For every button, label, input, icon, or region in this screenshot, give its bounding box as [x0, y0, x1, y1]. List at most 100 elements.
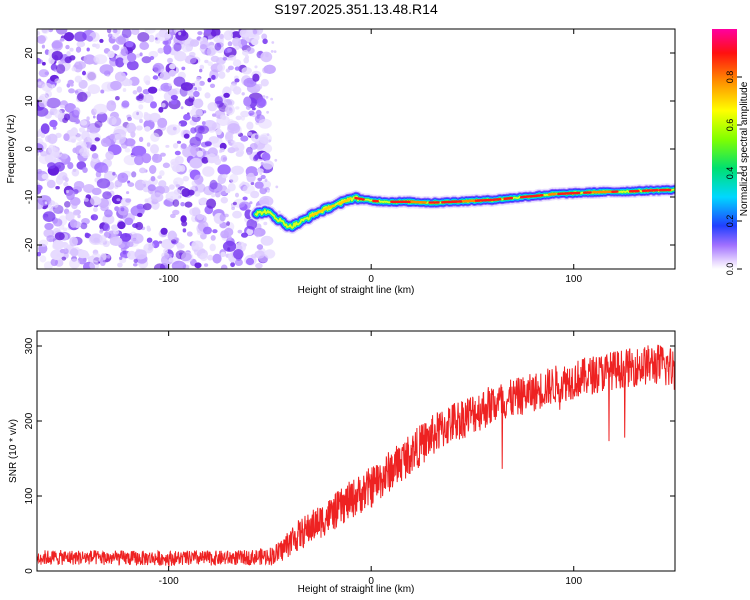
noise-blob — [93, 103, 108, 115]
noise-blob — [181, 251, 194, 263]
noise-blob — [253, 228, 262, 237]
noise-blob — [204, 92, 211, 99]
noise-blob — [174, 150, 181, 156]
noise-blob — [147, 86, 158, 94]
noise-blob — [137, 212, 143, 218]
noise-blob — [270, 97, 273, 101]
noise-blob — [153, 64, 161, 72]
noise-blob — [123, 154, 138, 166]
noise-blob — [138, 93, 144, 99]
noise-blob — [124, 217, 134, 226]
noise-blob — [178, 123, 182, 127]
noise-blob — [70, 127, 78, 136]
noise-blob — [268, 139, 272, 143]
noise-blob — [63, 133, 70, 142]
noise-blob — [194, 125, 206, 134]
noise-blob — [77, 249, 89, 259]
noise-blob — [210, 55, 220, 63]
ridge-peak — [641, 188, 659, 193]
noise-blob — [146, 142, 151, 147]
noise-blob — [160, 152, 166, 157]
noise-blob — [260, 78, 269, 87]
noise-blob — [55, 186, 60, 190]
noise-blob — [180, 202, 185, 207]
noise-blob — [254, 154, 259, 160]
noise-blob — [50, 258, 58, 267]
noise-blob — [148, 50, 159, 58]
noise-blob — [90, 195, 100, 206]
noise-blob — [220, 114, 226, 120]
noise-blob — [222, 157, 227, 161]
x-axis-label-bottom: Height of straight line (km) — [298, 584, 415, 595]
noise-blob — [176, 140, 182, 144]
noise-blob — [109, 236, 123, 246]
noise-blob — [255, 262, 263, 269]
noise-blob — [44, 222, 54, 230]
noise-blob — [153, 263, 166, 269]
noise-blob — [262, 67, 269, 74]
noise-blob — [170, 196, 174, 199]
noise-blob — [112, 29, 118, 34]
noise-blob — [227, 247, 231, 251]
noise-blob — [99, 235, 107, 243]
noise-blob — [240, 183, 243, 187]
x-axis-ticks-top: -100 0 100 — [159, 29, 583, 285]
noise-blob — [175, 184, 181, 188]
noise-blob — [223, 98, 235, 107]
noise-blob — [127, 52, 137, 63]
noise-blob — [149, 112, 161, 123]
noise-blob — [262, 95, 266, 98]
noise-blob — [69, 248, 79, 257]
noise-blob — [105, 151, 114, 160]
noise-blob — [233, 249, 244, 260]
noise-blob — [273, 50, 277, 53]
noise-blob — [154, 39, 161, 44]
noise-blob — [78, 79, 88, 89]
noise-blob — [42, 61, 46, 66]
noise-blob — [38, 153, 54, 165]
noise-blob — [40, 123, 50, 135]
noise-blob — [37, 143, 44, 153]
noise-blob — [134, 155, 144, 166]
noise-blob — [189, 39, 200, 47]
noise-blob — [246, 121, 254, 130]
noise-blob — [259, 195, 274, 207]
noise-blob — [256, 168, 264, 174]
colorbar: 0.0 0.2 0.4 0.6 0.8 Normalized spectral ampl… — [712, 29, 750, 275]
noise-blob — [93, 54, 108, 65]
noise-blob — [46, 235, 55, 243]
noise-blob — [167, 57, 173, 64]
noise-blob — [99, 64, 114, 75]
noise-blob — [59, 104, 65, 109]
noise-blob — [120, 207, 125, 212]
noise-blob — [43, 261, 53, 269]
chart-title: S197.2025.351.13.48.R14 — [274, 1, 438, 17]
noise-blob — [157, 175, 163, 180]
noise-blob — [47, 144, 56, 155]
noise-blob — [161, 255, 173, 266]
noise-blob — [85, 142, 92, 149]
noise-blob — [53, 68, 57, 73]
noise-blob — [67, 162, 74, 170]
noise-blob — [78, 147, 90, 157]
noise-blob — [121, 29, 132, 39]
noise-blob — [252, 73, 260, 82]
noise-blob — [102, 191, 112, 200]
noise-blob — [51, 50, 63, 61]
noise-blob — [42, 211, 56, 223]
noise-blob — [41, 44, 46, 49]
noise-blob — [37, 31, 41, 36]
y-tick-label: 0 — [24, 568, 35, 574]
noise-blob — [134, 249, 147, 260]
noise-blob — [186, 231, 193, 237]
noise-blob — [254, 134, 259, 140]
noise-blob — [86, 35, 93, 42]
noise-blob — [211, 74, 216, 80]
noise-blob — [207, 61, 213, 66]
noise-blob — [103, 223, 111, 232]
noise-blob — [93, 237, 100, 243]
noise-blob — [209, 179, 218, 190]
noise-blob — [169, 29, 172, 33]
noise-blob — [116, 198, 121, 202]
